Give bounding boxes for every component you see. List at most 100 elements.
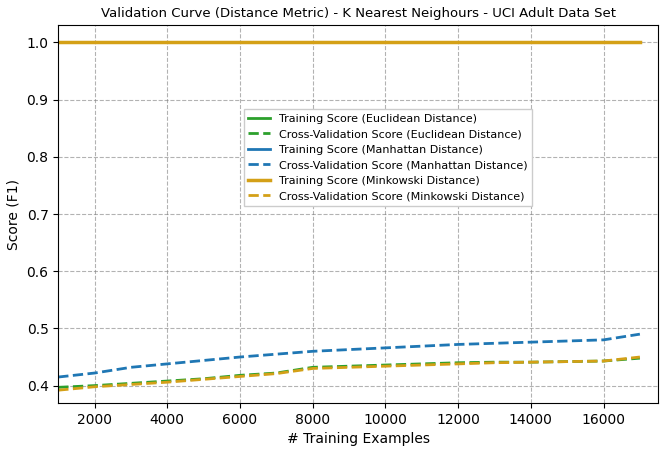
Training Score (Manhattan Distance) [636,40,644,45]
Training Score (Euclidean Distance) [527,40,535,45]
Training Score (Minkowski Distance) [382,40,390,45]
Cross-Validation Score (Manhattan Distance) [273,352,281,357]
Cross-Validation Score (Manhattan Distance) [236,354,244,360]
Training Score (Minkowski Distance) [418,40,426,45]
Cross-Validation Score (Minkowski Distance) [600,358,608,364]
Training Score (Manhattan Distance) [309,40,317,45]
Cross-Validation Score (Minkowski Distance) [200,376,207,382]
Training Score (Manhattan Distance) [454,40,462,45]
Title: Validation Curve (Distance Metric) - K Nearest Neighours - UCI Adult Data Set: Validation Curve (Distance Metric) - K N… [100,7,616,20]
Cross-Validation Score (Euclidean Distance) [563,359,571,364]
Cross-Validation Score (Minkowski Distance) [491,360,499,366]
Cross-Validation Score (Minkowski Distance) [309,366,317,371]
Cross-Validation Score (Manhattan Distance) [418,343,426,349]
Cross-Validation Score (Minkowski Distance) [236,374,244,379]
Cross-Validation Score (Euclidean Distance) [636,356,644,361]
Cross-Validation Score (Euclidean Distance) [236,373,244,378]
Cross-Validation Score (Manhattan Distance) [127,365,135,370]
Cross-Validation Score (Manhattan Distance) [90,370,98,376]
Training Score (Minkowski Distance) [273,40,281,45]
Cross-Validation Score (Minkowski Distance) [454,361,462,366]
Cross-Validation Score (Manhattan Distance) [600,337,608,342]
Cross-Validation Score (Minkowski Distance) [345,365,353,370]
Training Score (Euclidean Distance) [55,40,63,45]
Training Score (Minkowski Distance) [90,40,98,45]
Cross-Validation Score (Manhattan Distance) [491,341,499,346]
Training Score (Euclidean Distance) [491,40,499,45]
Training Score (Manhattan Distance) [273,40,281,45]
Training Score (Euclidean Distance) [563,40,571,45]
Cross-Validation Score (Euclidean Distance) [90,383,98,388]
Cross-Validation Score (Manhattan Distance) [345,347,353,352]
Training Score (Euclidean Distance) [345,40,353,45]
Training Score (Euclidean Distance) [600,40,608,45]
Training Score (Minkowski Distance) [345,40,353,45]
Cross-Validation Score (Minkowski Distance) [636,354,644,360]
Training Score (Minkowski Distance) [600,40,608,45]
Cross-Validation Score (Euclidean Distance) [382,362,390,368]
Training Score (Euclidean Distance) [454,40,462,45]
X-axis label: # Training Examples: # Training Examples [287,432,430,446]
Cross-Validation Score (Euclidean Distance) [309,365,317,370]
Training Score (Euclidean Distance) [164,40,172,45]
Cross-Validation Score (Minkowski Distance) [164,380,172,385]
Cross-Validation Score (Euclidean Distance) [200,376,207,381]
Cross-Validation Score (Manhattan Distance) [636,332,644,337]
Training Score (Euclidean Distance) [418,40,426,45]
Training Score (Manhattan Distance) [600,40,608,45]
Cross-Validation Score (Minkowski Distance) [418,362,426,368]
Training Score (Euclidean Distance) [236,40,244,45]
Cross-Validation Score (Euclidean Distance) [345,363,353,369]
Cross-Validation Score (Minkowski Distance) [127,382,135,387]
Training Score (Euclidean Distance) [127,40,135,45]
Training Score (Manhattan Distance) [236,40,244,45]
Training Score (Minkowski Distance) [527,40,535,45]
Training Score (Manhattan Distance) [418,40,426,45]
Training Score (Minkowski Distance) [236,40,244,45]
Cross-Validation Score (Manhattan Distance) [527,339,535,345]
Cross-Validation Score (Euclidean Distance) [273,370,281,376]
Cross-Validation Score (Minkowski Distance) [382,363,390,369]
Cross-Validation Score (Manhattan Distance) [200,358,207,363]
Training Score (Manhattan Distance) [55,40,63,45]
Cross-Validation Score (Euclidean Distance) [454,360,462,366]
Training Score (Minkowski Distance) [55,40,63,45]
Line: Cross-Validation Score (Euclidean Distance): Cross-Validation Score (Euclidean Distan… [59,358,640,387]
Cross-Validation Score (Euclidean Distance) [418,361,426,366]
Training Score (Euclidean Distance) [90,40,98,45]
Line: Cross-Validation Score (Minkowski Distance): Cross-Validation Score (Minkowski Distan… [59,357,640,390]
Cross-Validation Score (Manhattan Distance) [164,361,172,366]
Training Score (Euclidean Distance) [382,40,390,45]
Training Score (Euclidean Distance) [636,40,644,45]
Training Score (Euclidean Distance) [273,40,281,45]
Cross-Validation Score (Manhattan Distance) [454,342,462,347]
Training Score (Minkowski Distance) [164,40,172,45]
Cross-Validation Score (Minkowski Distance) [527,359,535,365]
Training Score (Manhattan Distance) [345,40,353,45]
Line: Cross-Validation Score (Manhattan Distance): Cross-Validation Score (Manhattan Distan… [59,334,640,377]
Training Score (Minkowski Distance) [454,40,462,45]
Cross-Validation Score (Manhattan Distance) [309,348,317,354]
Training Score (Minkowski Distance) [491,40,499,45]
Cross-Validation Score (Manhattan Distance) [382,345,390,351]
Training Score (Minkowski Distance) [309,40,317,45]
Cross-Validation Score (Euclidean Distance) [491,359,499,365]
Cross-Validation Score (Euclidean Distance) [127,381,135,386]
Training Score (Manhattan Distance) [491,40,499,45]
Cross-Validation Score (Manhattan Distance) [563,338,571,344]
Cross-Validation Score (Euclidean Distance) [55,385,63,390]
Cross-Validation Score (Euclidean Distance) [527,359,535,365]
Cross-Validation Score (Minkowski Distance) [273,371,281,376]
Training Score (Euclidean Distance) [309,40,317,45]
Cross-Validation Score (Manhattan Distance) [55,374,63,380]
Training Score (Manhattan Distance) [200,40,207,45]
Training Score (Manhattan Distance) [563,40,571,45]
Training Score (Manhattan Distance) [527,40,535,45]
Training Score (Minkowski Distance) [636,40,644,45]
Training Score (Manhattan Distance) [127,40,135,45]
Training Score (Manhattan Distance) [164,40,172,45]
Training Score (Manhattan Distance) [382,40,390,45]
Cross-Validation Score (Euclidean Distance) [164,378,172,384]
Training Score (Minkowski Distance) [200,40,207,45]
Cross-Validation Score (Minkowski Distance) [563,359,571,364]
